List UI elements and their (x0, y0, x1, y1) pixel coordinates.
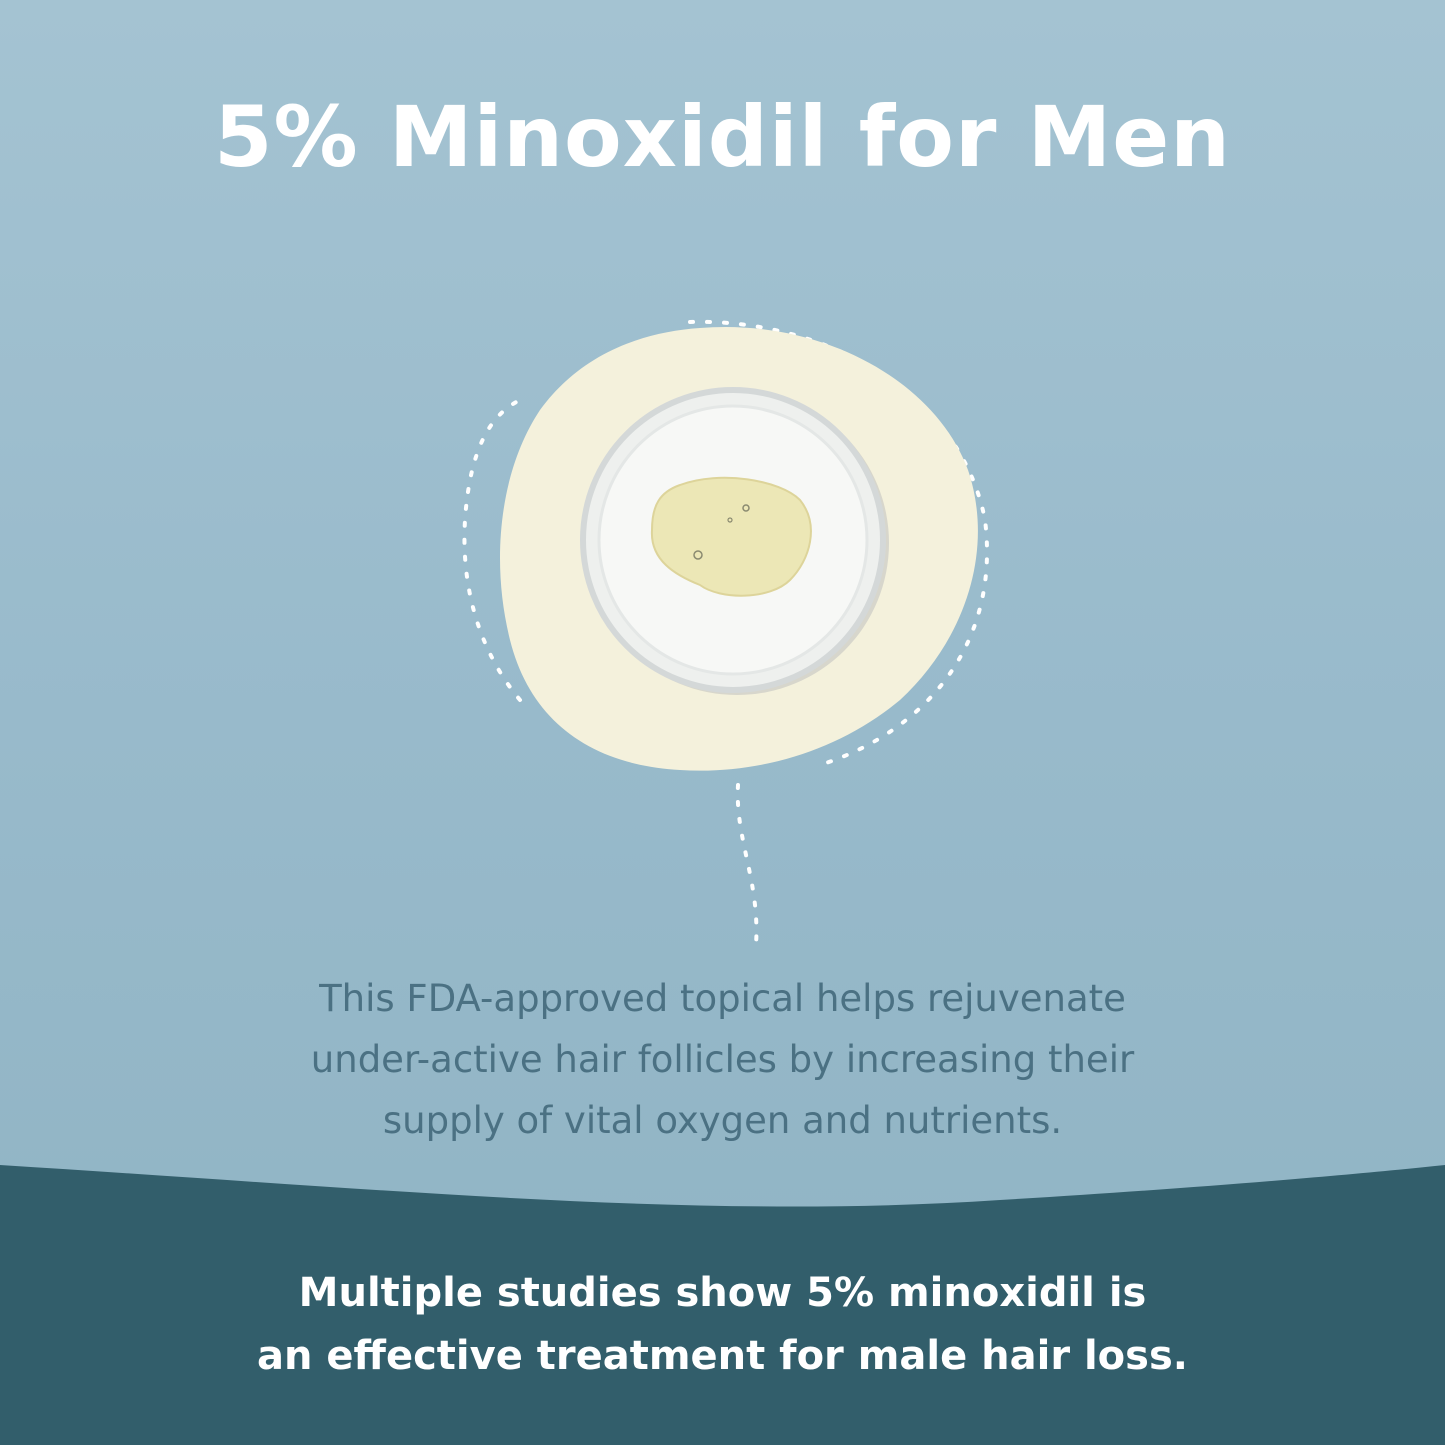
petri-dish-image (580, 387, 889, 695)
claim-line: Multiple studies show 5% minoxidil is (298, 1270, 1147, 1316)
description-line: This FDA-approved topical helps rejuvena… (319, 977, 1126, 1020)
page-title: 5% Minoxidil for Men (214, 88, 1231, 186)
description-line: under-active hair follicles by increasin… (310, 1038, 1135, 1081)
claim-line: an effective treatment for male hair los… (257, 1333, 1188, 1379)
description-line: supply of vital oxygen and nutrients. (382, 1099, 1063, 1142)
dotted-line (735, 783, 759, 947)
bottom-band (0, 1165, 1445, 1445)
description: This FDA-approved topical helps rejuvena… (0, 968, 1445, 1151)
claim: Multiple studies show 5% minoxidil is an… (0, 1262, 1445, 1388)
